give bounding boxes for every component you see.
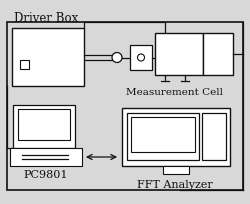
Bar	[130, 45, 152, 70]
Text: PC9801: PC9801	[24, 170, 68, 180]
Bar	[155, 33, 203, 75]
Bar	[7, 22, 243, 190]
Text: Measurement Cell: Measurement Cell	[126, 88, 224, 97]
Bar	[122, 108, 230, 166]
Bar	[18, 109, 70, 140]
Bar	[13, 105, 75, 148]
Bar	[12, 28, 84, 86]
Bar	[131, 117, 195, 152]
Bar	[127, 113, 199, 160]
Circle shape	[112, 52, 122, 62]
Bar	[202, 113, 226, 160]
Bar	[10, 148, 82, 166]
Text: FFT Analyzer: FFT Analyzer	[137, 180, 213, 190]
Bar	[10, 148, 82, 166]
Bar	[20, 60, 29, 69]
Circle shape	[138, 54, 144, 61]
Bar	[163, 166, 189, 174]
Bar	[203, 33, 233, 75]
Text: Driver Box: Driver Box	[14, 12, 78, 25]
